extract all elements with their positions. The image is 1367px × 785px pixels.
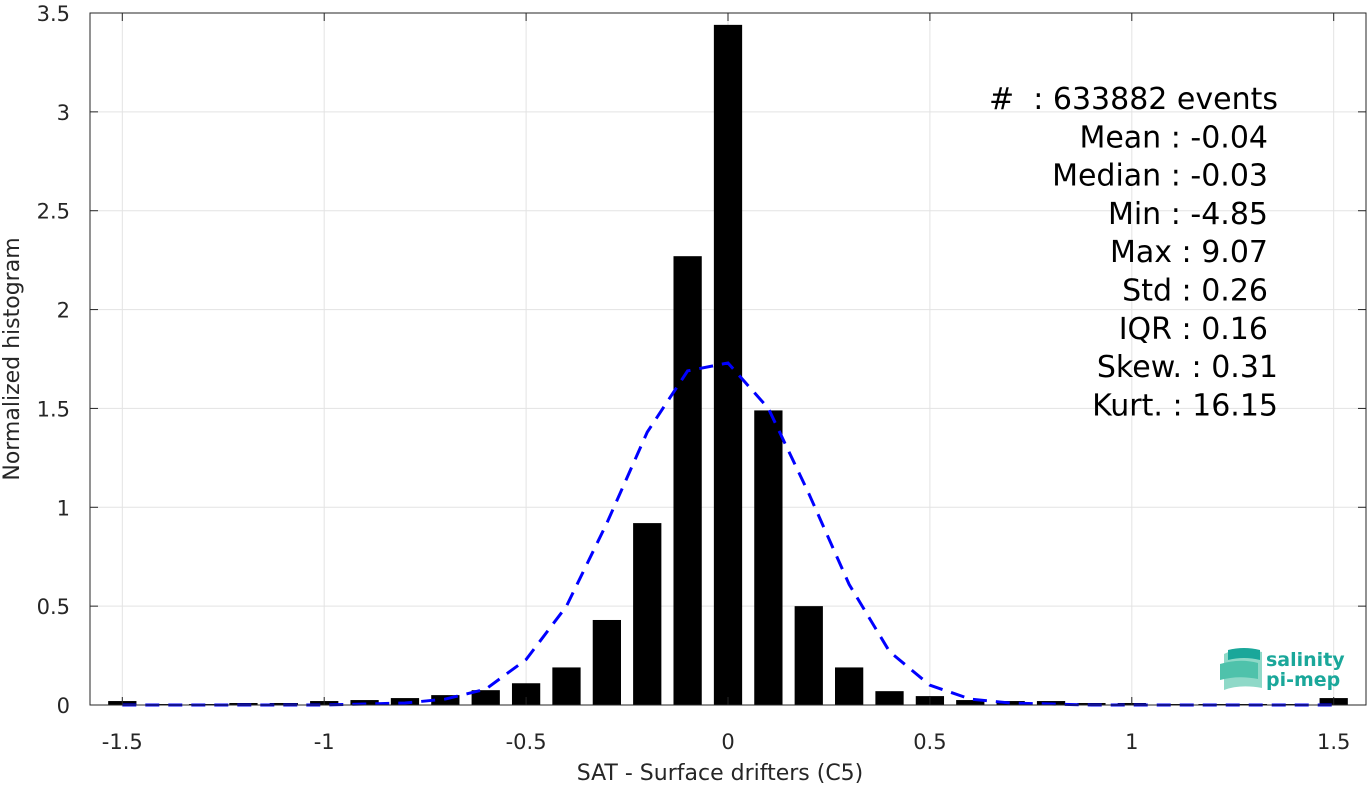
stat-line: Std : 0.26 bbox=[1122, 274, 1268, 309]
histogram-bar bbox=[511, 683, 541, 705]
histogram-bar bbox=[754, 410, 783, 705]
stat-line: Max : 9.07 bbox=[1110, 235, 1268, 270]
x-tick-label: -0.5 bbox=[506, 730, 547, 754]
y-axis-label: Normalized histogram bbox=[0, 237, 25, 480]
logo-mark-icon bbox=[1220, 648, 1262, 690]
histogram-bar bbox=[673, 256, 702, 705]
histogram-bar bbox=[956, 700, 985, 705]
logo-text-salinity: salinity bbox=[1266, 649, 1345, 671]
histogram-bar bbox=[794, 606, 823, 705]
x-axis-label: SAT - Surface drifters (C5) bbox=[577, 761, 864, 785]
stat-line: Kurt. : 16.15 bbox=[1092, 388, 1278, 423]
y-tick-label: 1 bbox=[57, 496, 70, 520]
x-tick-label: 1 bbox=[1125, 730, 1138, 754]
y-tick-label: 2 bbox=[57, 299, 70, 323]
histogram-bar bbox=[996, 701, 1025, 705]
stat-line: # : 633882 events bbox=[989, 82, 1278, 117]
y-tick-label: 3.5 bbox=[37, 2, 70, 26]
y-tick-label: 3 bbox=[57, 101, 70, 125]
y-tick-label: 0.5 bbox=[37, 595, 70, 619]
stat-line: Median : -0.03 bbox=[1052, 159, 1268, 194]
salinity-pi-mep-logo: salinity pi-mep bbox=[1220, 648, 1345, 691]
stat-line: Skew. : 0.31 bbox=[1097, 350, 1278, 385]
stat-line: Mean : -0.04 bbox=[1079, 120, 1268, 155]
y-tick-label: 0 bbox=[57, 694, 70, 718]
logo-text-pi-mep: pi-mep bbox=[1266, 669, 1340, 691]
x-tick-label: 0.5 bbox=[913, 730, 946, 754]
fit-curve-group bbox=[122, 361, 1334, 707]
y-tick-label: 1.5 bbox=[37, 397, 70, 421]
x-tick-label: -1 bbox=[314, 730, 335, 754]
x-tick-label: -1.5 bbox=[102, 730, 143, 754]
histogram-bar bbox=[633, 523, 662, 705]
histogram-bar bbox=[875, 691, 904, 705]
histogram-bar bbox=[835, 667, 864, 705]
histogram-bar bbox=[552, 667, 581, 705]
gaussian-fit-curve bbox=[122, 361, 1334, 707]
histogram-bar bbox=[592, 619, 621, 705]
x-tick-label: 1.5 bbox=[1317, 730, 1350, 754]
x-tick-label: 0 bbox=[721, 730, 734, 754]
stat-line: Min : -4.85 bbox=[1108, 197, 1268, 232]
stat-line: IQR : 0.16 bbox=[1119, 312, 1268, 347]
y-tick-label: 2.5 bbox=[37, 200, 70, 224]
histogram-bar bbox=[471, 690, 500, 705]
axis-ticks: -1.5 -1 -0.5 0 0.5 1 1.5 0 0.5 1 1.5 2 2.5 3 3.5 bbox=[37, 2, 1366, 754]
